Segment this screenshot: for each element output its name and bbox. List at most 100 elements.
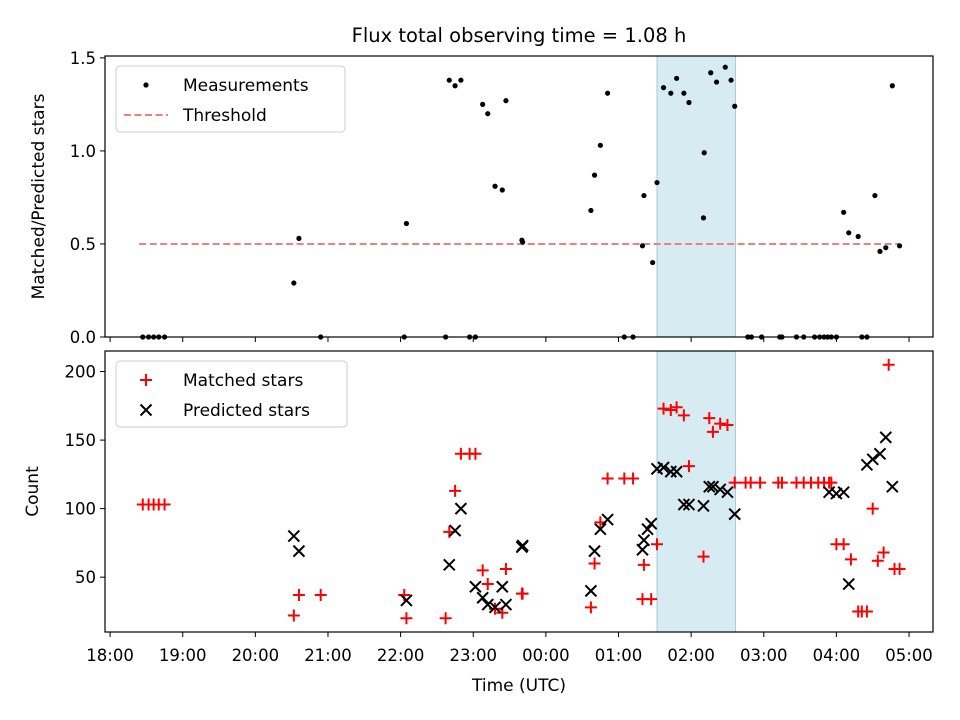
data-point — [682, 460, 695, 473]
y-tick-label: 50 — [75, 568, 96, 587]
data-point — [314, 588, 327, 601]
data-point — [882, 358, 895, 371]
series-predicted-stars — [287, 431, 899, 614]
data-point — [713, 79, 720, 85]
data-point — [714, 417, 727, 430]
data-point — [844, 553, 857, 566]
data-point — [287, 529, 301, 543]
data-point — [446, 77, 452, 83]
data-point — [664, 403, 677, 416]
data-point — [682, 498, 696, 511]
legend-label: Threshold — [182, 106, 267, 126]
data-point — [499, 598, 513, 611]
data-point — [584, 601, 597, 614]
data-point — [670, 401, 683, 414]
plot-frame — [104, 55, 934, 338]
data-point — [651, 538, 663, 551]
data-point — [400, 612, 413, 625]
data-point — [706, 480, 720, 493]
data-point — [674, 75, 680, 81]
y-tick-label: 1.0 — [70, 142, 96, 161]
plot-frame — [104, 350, 934, 633]
data-point — [637, 533, 651, 547]
legend-marker-predicted — [139, 403, 153, 417]
bottom-panel: 50 100 150 200 18:00 19:00 20:00 21:00 22:00 23:0… — [23, 350, 934, 665]
data-point — [706, 425, 719, 438]
data-point — [449, 484, 462, 497]
data-point — [728, 77, 734, 83]
data-point — [601, 472, 614, 485]
data-point — [158, 498, 171, 511]
data-point — [860, 605, 873, 618]
x-tick-label: 03:00 — [740, 646, 788, 665]
data-point — [660, 85, 667, 91]
legend: Matched stars Predicted stars — [115, 360, 348, 428]
data-point — [703, 480, 716, 493]
top-panel: 0.0 0.5 1.0 1.5 Matched/Predicted stars Measu… — [29, 49, 934, 347]
data-point — [588, 557, 601, 570]
x-tick-label: 18:00 — [86, 646, 134, 665]
data-point — [871, 554, 884, 567]
data-point — [889, 83, 895, 89]
data-point — [448, 524, 462, 537]
data-point — [641, 192, 647, 199]
data-point — [703, 412, 716, 425]
data-point — [287, 609, 300, 622]
data-point — [670, 465, 683, 478]
x-tick-label: 01:00 — [595, 646, 643, 665]
data-point — [597, 142, 603, 148]
legend-label: Matched stars — [183, 371, 303, 391]
data-point — [637, 558, 650, 571]
data-point — [605, 90, 611, 96]
data-point — [584, 584, 598, 598]
data-point — [873, 447, 887, 461]
data-point — [877, 248, 883, 254]
highlight-span — [656, 55, 736, 338]
data-point — [713, 483, 727, 496]
x-axis-label: Time (UTC) — [471, 676, 566, 696]
data-point — [842, 577, 855, 591]
data-point — [879, 431, 892, 444]
data-point — [485, 111, 491, 117]
legend-label: Measurements — [183, 76, 309, 96]
x-tick-label: 04:00 — [813, 646, 861, 665]
data-point — [636, 543, 649, 556]
data-point — [403, 220, 410, 227]
y-tick-label: 0.0 — [70, 328, 96, 347]
x-tick-label: 21:00 — [304, 646, 352, 665]
data-point — [503, 98, 509, 104]
series-measurements — [140, 64, 903, 340]
data-point — [677, 409, 690, 422]
data-point — [496, 580, 509, 593]
x-tick-label: 19:00 — [159, 646, 207, 665]
data-point — [488, 601, 502, 614]
x-tick-label: 00:00 — [522, 646, 570, 665]
data-point — [721, 485, 734, 499]
x-tick-label: 23:00 — [449, 646, 497, 665]
data-point — [896, 243, 903, 249]
data-point — [516, 539, 529, 552]
data-point — [837, 485, 850, 499]
data-point — [641, 522, 654, 536]
data-point — [480, 101, 486, 107]
data-point — [697, 550, 710, 563]
data-point — [722, 64, 728, 70]
data-point — [454, 502, 468, 515]
data-point — [292, 544, 306, 558]
y-tick-label: 1.5 — [70, 49, 96, 68]
data-point — [883, 245, 889, 251]
data-point — [855, 233, 861, 240]
y-tick-label: 150 — [65, 431, 97, 450]
data-point — [728, 507, 741, 521]
data-point — [476, 591, 489, 604]
data-point — [886, 480, 899, 493]
x-tick-label: 05:00 — [885, 646, 933, 665]
data-point — [775, 476, 788, 489]
x-tick-label: 22:00 — [377, 646, 425, 665]
legend-box — [115, 360, 348, 428]
data-point — [700, 215, 707, 221]
legend-marker-matched — [140, 374, 152, 386]
data-point — [439, 612, 452, 625]
data-point — [708, 70, 714, 76]
data-point — [697, 499, 710, 513]
